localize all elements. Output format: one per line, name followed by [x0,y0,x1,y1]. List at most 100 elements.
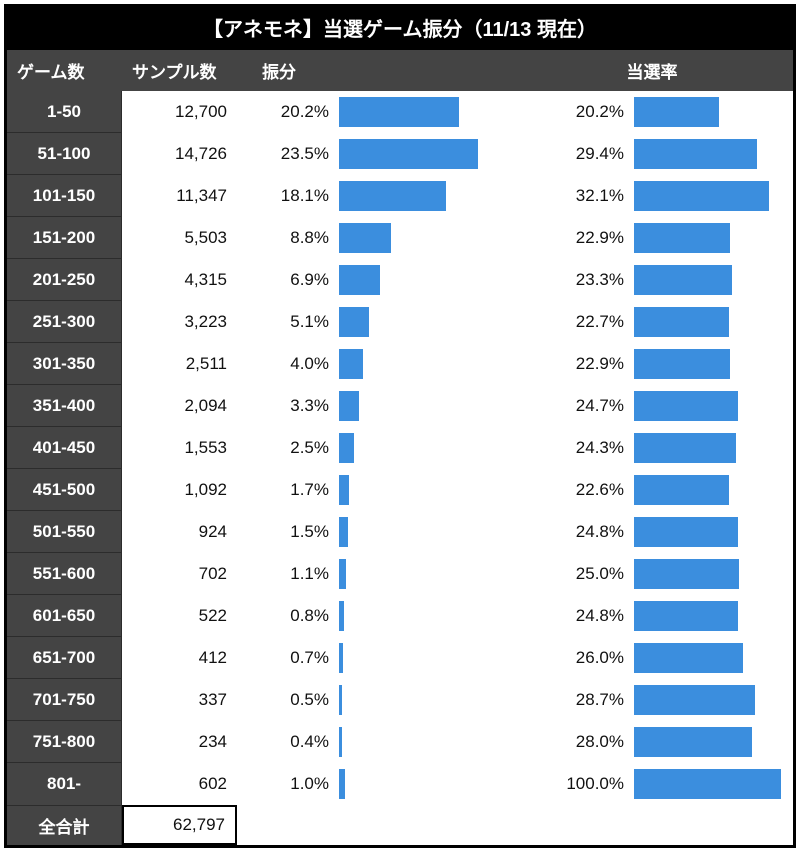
dist-bar [339,265,380,295]
cell-sample: 702 [122,553,237,595]
dist-bar [339,601,344,631]
header-dist: 振分 [252,58,522,83]
cell-dist-pct: 6.9% [237,259,337,301]
total-label: 全合計 [7,805,122,845]
dist-bar [339,139,478,169]
cell-dist-pct: 20.2% [237,91,337,133]
rate-bar [634,265,732,295]
cell-rate-pct: 28.7% [487,679,632,721]
cell-dist-bar [337,385,487,427]
cell-rate-bar [632,679,787,721]
cell-rate-pct: 29.4% [487,133,632,175]
cell-sample: 1,092 [122,469,237,511]
cell-sample: 522 [122,595,237,637]
cell-dist-pct: 2.5% [237,427,337,469]
cell-rate-bar [632,385,787,427]
cell-sample: 1,553 [122,427,237,469]
dist-bar [339,307,369,337]
total-row: 全合計 62,797 [7,805,793,845]
table-row: 301-3502,5114.0%22.9% [7,343,793,385]
cell-sample: 337 [122,679,237,721]
cell-dist-pct: 0.4% [237,721,337,763]
table-row: 401-4501,5532.5% 24.3% [7,427,793,469]
dist-bar [339,97,459,127]
dist-bar [339,349,363,379]
table-row: 51-10014,72623.5% 29.4% [7,133,793,175]
cell-rate-bar [632,343,787,385]
dist-bar [339,643,343,673]
header-rate: 当選率 [522,58,782,83]
cell-sample: 602 [122,763,237,805]
dist-bar [339,769,345,799]
rate-bar [634,601,738,631]
cell-game: 101-150 [7,175,122,217]
dist-bar [339,391,359,421]
cell-game: 51-100 [7,133,122,175]
cell-game: 451-500 [7,469,122,511]
cell-sample: 412 [122,637,237,679]
table-body: 1-5012,70020.2%20.2%51-10014,72623.5%29.… [7,91,793,805]
cell-rate-bar [632,763,787,805]
cell-rate-bar [632,553,787,595]
cell-game: 251-300 [7,301,122,343]
cell-rate-pct: 23.3% [487,259,632,301]
cell-dist-bar [337,679,487,721]
cell-sample: 2,511 [122,343,237,385]
cell-rate-pct: 24.7% [487,385,632,427]
cell-dist-bar [337,91,487,133]
rate-bar [634,349,730,379]
cell-rate-pct: 24.3% [487,427,632,469]
dist-bar [339,685,342,715]
rate-bar [634,517,738,547]
cell-dist-pct: 23.5% [237,133,337,175]
cell-dist-pct: 1.5% [237,511,337,553]
header-sample: サンプル数 [132,58,252,83]
cell-sample: 3,223 [122,301,237,343]
rate-bar [634,643,743,673]
table-row: 501-5509241.5%24.8% [7,511,793,553]
table-row: 651-7004120.7%26.0% [7,637,793,679]
cell-rate-bar [632,511,787,553]
cell-dist-bar [337,553,487,595]
table-row: 251-3003,2235.1%22.7% [7,301,793,343]
cell-sample: 2,094 [122,385,237,427]
dist-bar [339,517,348,547]
cell-sample: 14,726 [122,133,237,175]
cell-dist-bar [337,763,487,805]
dist-bar [339,475,349,505]
cell-game: 1-50 [7,91,122,133]
total-value: 62,797 [122,805,237,845]
header-game: ゲーム数 [7,58,132,83]
cell-sample: 4,315 [122,259,237,301]
cell-dist-pct: 5.1% [237,301,337,343]
cell-dist-bar [337,301,487,343]
cell-sample: 5,503 [122,217,237,259]
cell-dist-bar [337,721,487,763]
cell-rate-pct: 22.6% [487,469,632,511]
table-row: 201-2504,3156.9%23.3% [7,259,793,301]
cell-dist-bar [337,427,487,469]
cell-rate-bar [632,301,787,343]
cell-rate-bar [632,469,787,511]
cell-rate-pct: 22.9% [487,217,632,259]
dist-bar [339,181,446,211]
cell-rate-pct: 100.0% [487,763,632,805]
cell-sample: 234 [122,721,237,763]
cell-rate-bar [632,427,787,469]
cell-game: 401-450 [7,427,122,469]
cell-dist-bar [337,595,487,637]
dist-bar [339,433,354,463]
cell-dist-bar [337,175,487,217]
cell-dist-pct: 0.7% [237,637,337,679]
cell-rate-bar [632,91,787,133]
cell-rate-pct: 22.9% [487,343,632,385]
rate-bar [634,223,730,253]
cell-rate-bar [632,175,787,217]
cell-dist-pct: 1.7% [237,469,337,511]
cell-rate-bar [632,595,787,637]
cell-game: 651-700 [7,637,122,679]
table-row: 1-5012,70020.2%20.2% [7,91,793,133]
table-row: 151-2005,5038.8%22.9% [7,217,793,259]
cell-dist-bar [337,259,487,301]
cell-rate-pct: 20.2% [487,91,632,133]
